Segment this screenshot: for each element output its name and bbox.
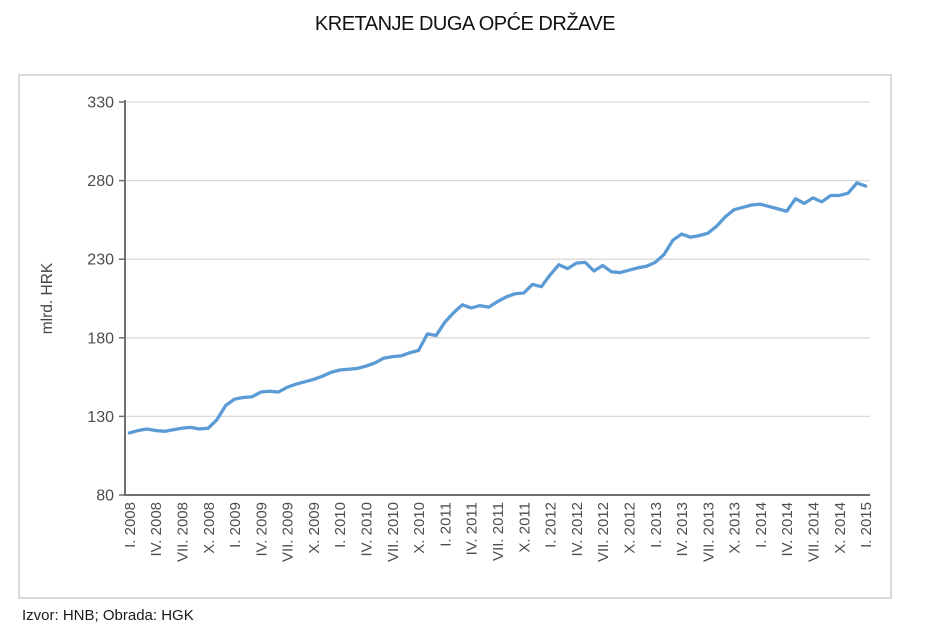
x-tick-label: IV. 2013 [674, 502, 691, 557]
y-tick-label: 330 [87, 95, 114, 112]
x-tick-label: I. 2012 [543, 502, 560, 548]
x-tick-label: VII. 2014 [806, 502, 823, 562]
x-tick-label: VII. 2012 [595, 502, 612, 562]
x-tick-label: IV. 2014 [779, 502, 796, 557]
y-tick-label: 80 [96, 488, 114, 505]
x-tick-label: I. 2014 [753, 502, 770, 548]
x-tick-label: I. 2015 [858, 502, 875, 548]
debt-line [127, 181, 868, 435]
x-tick-label: IV. 2009 [253, 502, 270, 557]
chart-svg: 80 130 180 230 280 330 I. 2008 IV. 2008 VII. 200… [39, 95, 875, 563]
x-tick-label: VII. 2011 [490, 502, 507, 561]
x-tick-label: X. 2008 [201, 502, 218, 554]
x-tick-label: VII. 2009 [280, 502, 297, 562]
x-tick-label: I. 2010 [332, 502, 349, 548]
x-tick-label: IV. 2010 [359, 502, 376, 557]
chart-area: 80 130 180 230 280 330 I. 2008 IV. 2008 VII. 200… [20, 76, 890, 597]
y-axis-title: mlrd. HRK [39, 262, 56, 334]
x-tick-label: X. 2014 [832, 502, 849, 554]
x-tick-label: VII. 2013 [700, 502, 717, 562]
x-tick-label: X. 2013 [727, 502, 744, 554]
chart-card: 80 130 180 230 280 330 I. 2008 IV. 2008 VII. 200… [18, 74, 892, 599]
x-tick-label: IV. 2012 [569, 502, 586, 557]
x-tick-label: I. 2009 [227, 502, 244, 548]
source-note: Izvor: HNB; Obrada: HGK [22, 607, 194, 624]
x-tick-label: I. 2013 [648, 502, 665, 548]
x-tick-label: X. 2010 [411, 502, 428, 554]
y-tick-label: 280 [87, 173, 114, 190]
y-tick-label: 180 [87, 330, 114, 347]
x-tick-label: I. 2008 [122, 502, 139, 548]
x-tick-label: X. 2011 [516, 502, 533, 553]
x-tick-label: VII. 2010 [385, 502, 402, 562]
x-tick-label: IV. 2011 [464, 502, 481, 555]
x-tick-label: X. 2009 [306, 502, 323, 554]
x-tick-label: VII. 2008 [174, 502, 191, 562]
x-tick-label: IV. 2008 [148, 502, 165, 557]
y-tick-label: 230 [87, 252, 114, 269]
page-title: KRETANJE DUGA OPĆE DRŽAVE [314, 13, 616, 35]
x-tick-label: I. 2011 [437, 502, 454, 547]
y-tick-label: 130 [87, 409, 114, 426]
x-tick-label: X. 2012 [621, 502, 638, 554]
